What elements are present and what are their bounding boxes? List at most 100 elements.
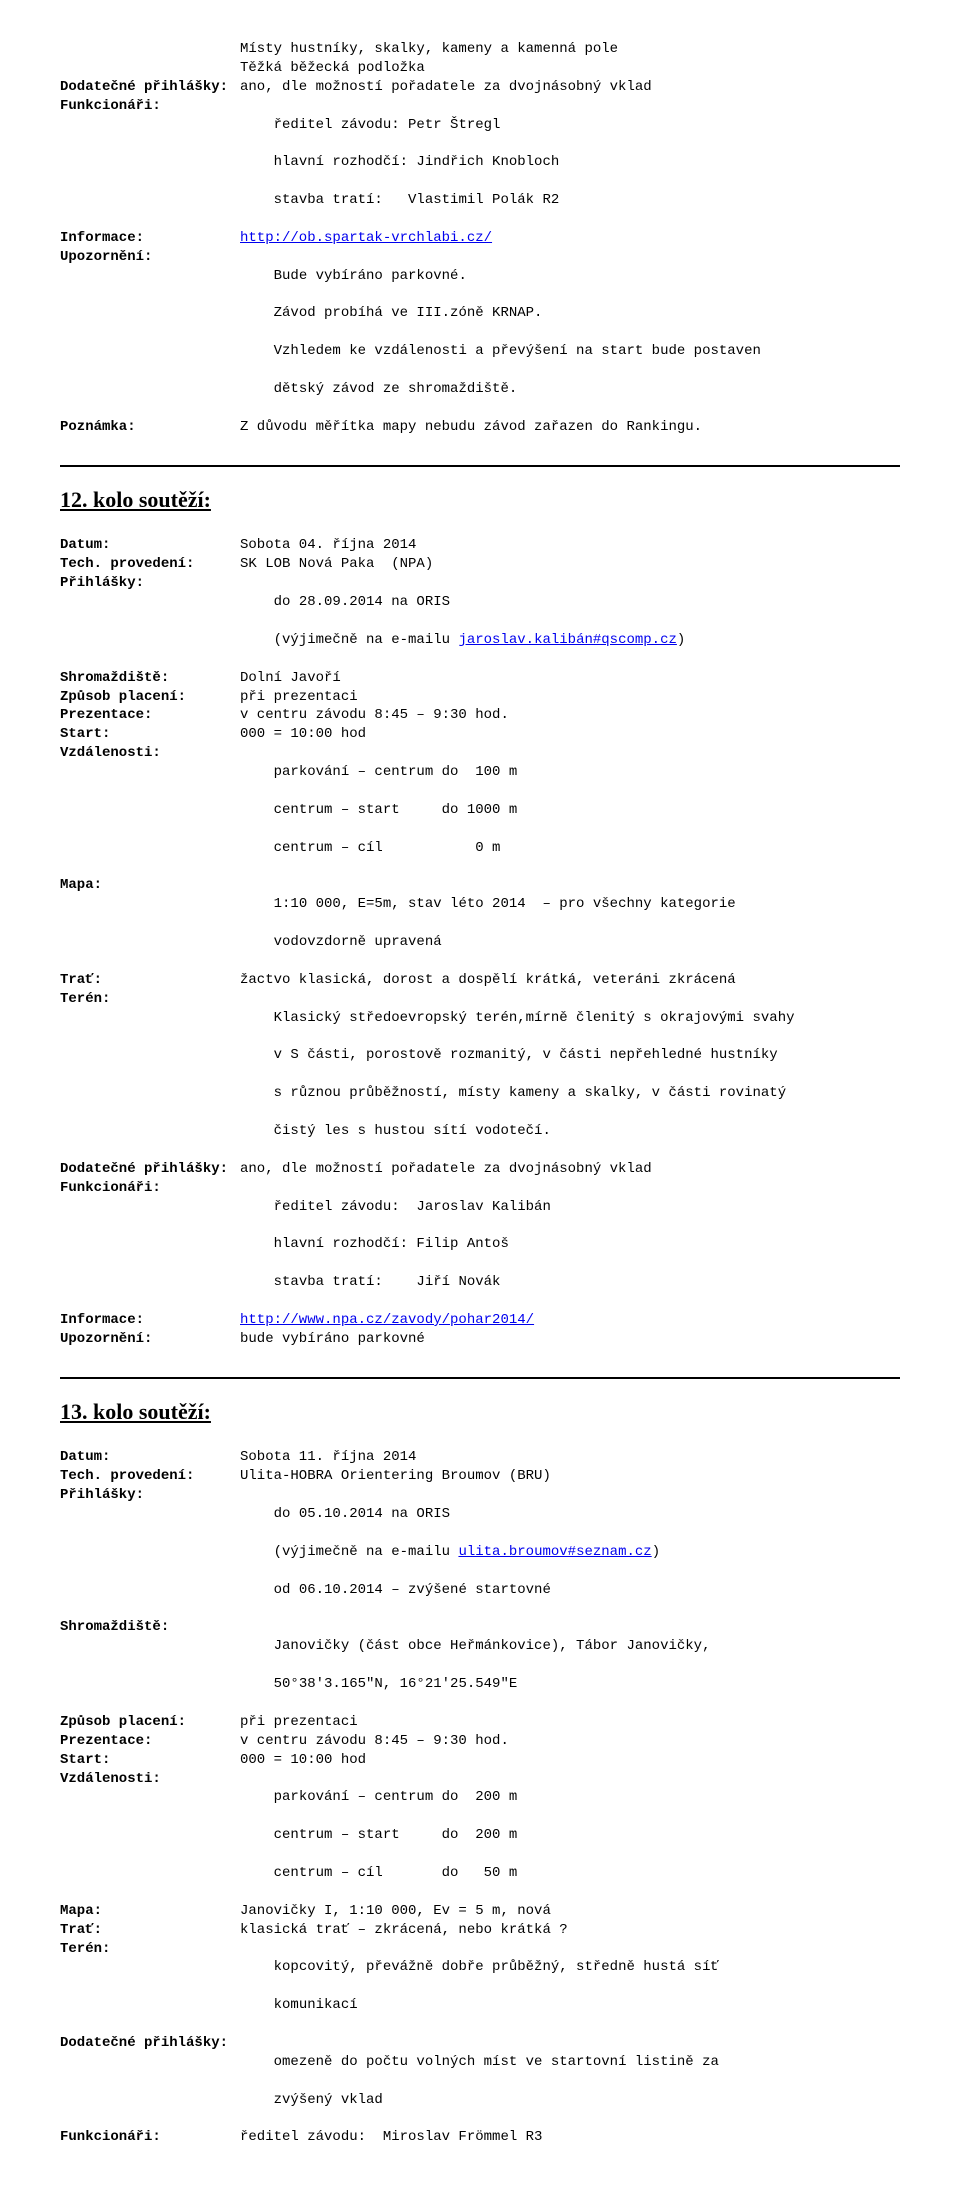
l1: do 05.10.2014 na ORIS xyxy=(274,1506,450,1522)
funk-l1: ředitel závodu: Petr Štregl xyxy=(274,117,501,133)
row-info: Informace: http://ob.spartak-vrchlabi.cz… xyxy=(60,229,900,248)
upoz-l2: Závod probíhá ve III.zóně KRNAP. xyxy=(274,305,543,321)
top-indent-1: Místy hustníky, skalky, kameny a kamenná… xyxy=(60,40,900,59)
val-upoz: Bude vybíráno parkovné. Závod probíhá ve… xyxy=(240,248,900,418)
row-dodat: Dodatečné přihlášky: ano, dle možností p… xyxy=(60,78,900,97)
l1: omezeně do počtu volných míst ve startov… xyxy=(274,2054,719,2070)
val-funk: ředitel závodu: Petr Štregl hlavní rozho… xyxy=(240,97,900,229)
prih-l2a: (výjimečně na e-mailu xyxy=(274,632,459,648)
s12-dodat: Dodatečné přihlášky: ano, dle možností p… xyxy=(60,1160,900,1179)
l2: zvýšený vklad xyxy=(274,2092,383,2108)
val-pozn: Z důvodu měřítka mapy nebudu závod zařaz… xyxy=(240,418,900,437)
s13-vzd: Vzdálenosti: parkování – centrum do 200 … xyxy=(60,1770,900,1902)
link-email-kaliban[interactable]: jaroslav.kalibán#qscomp.cz xyxy=(458,632,676,648)
upoz-l3: Vzhledem ke vzdálenosti a převýšení na s… xyxy=(274,343,761,359)
l2: hlavní rozhodčí: Filip Antoš xyxy=(274,1236,509,1252)
val: ředitel závodu: Miroslav Frömmel R3 xyxy=(240,2128,900,2147)
label-upoz: Upozornění: xyxy=(60,248,240,267)
val: při prezentaci xyxy=(240,688,900,707)
s13-start: Start: 000 = 10:00 hod xyxy=(60,1751,900,1770)
val: kopcovitý, převážně dobře průběžný, stře… xyxy=(240,1940,900,2034)
label: Dodatečné přihlášky: xyxy=(60,1160,240,1179)
s13-prih: Přihlášky: do 05.10.2014 na ORIS (výjime… xyxy=(60,1486,900,1618)
s12-trat: Trať: žactvo klasická, dorost a dospělí … xyxy=(60,971,900,990)
s12-mapa: Mapa: 1:10 000, E=5m, stav léto 2014 – p… xyxy=(60,876,900,970)
label: Vzdálenosti: xyxy=(60,1770,240,1789)
label-pozn: Poznámka: xyxy=(60,418,240,437)
val: do 05.10.2014 na ORIS (výjimečně na e-ma… xyxy=(240,1486,900,1618)
s12-vzd: Vzdálenosti: parkování – centrum do 100 … xyxy=(60,744,900,876)
label: Start: xyxy=(60,725,240,744)
s13-funk: Funkcionáři: ředitel závodu: Miroslav Fr… xyxy=(60,2128,900,2147)
val: bude vybíráno parkovné xyxy=(240,1330,900,1349)
s12-funk: Funkcionáři: ředitel závodu: Jaroslav Ka… xyxy=(60,1179,900,1311)
l1: Janovičky (část obce Heřmánkovice), Tábo… xyxy=(274,1638,711,1654)
s13-plat: Způsob placení: při prezentaci xyxy=(60,1713,900,1732)
label-info: Informace: xyxy=(60,229,240,248)
l1: 1:10 000, E=5m, stav léto 2014 – pro vše… xyxy=(274,896,736,912)
s12-teren: Terén: Klasický středoevropský terén,mír… xyxy=(60,990,900,1160)
link-spartak[interactable]: http://ob.spartak-vrchlabi.cz/ xyxy=(240,230,492,246)
heading-13: 13. kolo soutěží: xyxy=(60,1397,900,1427)
val: Janovičky I, 1:10 000, Ev = 5 m, nová xyxy=(240,1902,900,1921)
label: Shromaždiště: xyxy=(60,1618,240,1637)
val: parkování – centrum do 100 m centrum – s… xyxy=(240,744,900,876)
label: Funkcionáři: xyxy=(60,2128,240,2147)
label: Vzdálenosti: xyxy=(60,744,240,763)
val: ředitel závodu: Jaroslav Kalibán hlavní … xyxy=(240,1179,900,1311)
val: Dolní Javoří xyxy=(240,669,900,688)
label: Terén: xyxy=(60,1940,240,1959)
s12-upoz: Upozornění: bude vybíráno parkovné xyxy=(60,1330,900,1349)
label: Funkcionáři: xyxy=(60,1179,240,1198)
label: Tech. provedení: xyxy=(60,1467,240,1486)
s12-datum: Datum: Sobota 04. října 2014 xyxy=(60,536,900,555)
s12-tech: Tech. provedení: SK LOB Nová Paka (NPA) xyxy=(60,555,900,574)
prih-l1: do 28.09.2014 na ORIS xyxy=(274,594,450,610)
label: Tech. provedení: xyxy=(60,555,240,574)
val: v centru závodu 8:45 – 9:30 hod. xyxy=(240,706,900,725)
val: Janovičky (část obce Heřmánkovice), Tábo… xyxy=(240,1618,900,1712)
label: Prezentace: xyxy=(60,1732,240,1751)
s12-prih: Přihlášky: do 28.09.2014 na ORIS (výjime… xyxy=(60,574,900,668)
val: Klasický středoevropský terén,mírně člen… xyxy=(240,990,900,1160)
label: Shromaždiště: xyxy=(60,669,240,688)
link-npa[interactable]: http://www.npa.cz/zavody/pohar2014/ xyxy=(240,1312,534,1328)
val: 000 = 10:00 hod xyxy=(240,1751,900,1770)
val: parkování – centrum do 200 m centrum – s… xyxy=(240,1770,900,1902)
val: Sobota 04. října 2014 xyxy=(240,536,900,555)
separator-1 xyxy=(60,465,900,467)
s12-shrom: Shromaždiště: Dolní Javoří xyxy=(60,669,900,688)
val: Sobota 11. října 2014 xyxy=(240,1448,900,1467)
l3: stavba tratí: Jiří Novák xyxy=(274,1274,501,1290)
l2: vodovzdorně upravená xyxy=(274,934,442,950)
l1: ředitel závodu: Jaroslav Kalibán xyxy=(274,1199,551,1215)
l3: centrum – cíl do 50 m xyxy=(274,1865,518,1881)
l2: 50°38'3.165"N, 16°21'25.549"E xyxy=(274,1676,518,1692)
s13-shrom: Shromaždiště: Janovičky (část obce Heřmá… xyxy=(60,1618,900,1712)
label: Trať: xyxy=(60,971,240,990)
l2: komunikací xyxy=(274,1997,358,2013)
val: http://www.npa.cz/zavody/pohar2014/ xyxy=(240,1311,900,1330)
prih-l2b: ) xyxy=(677,632,685,648)
label-dodat: Dodatečné přihlášky: xyxy=(60,78,240,97)
val: žactvo klasická, dorost a dospělí krátká… xyxy=(240,971,900,990)
label: Upozornění: xyxy=(60,1330,240,1349)
label: Informace: xyxy=(60,1311,240,1330)
s12-start: Start: 000 = 10:00 hod xyxy=(60,725,900,744)
link-email-ulita[interactable]: ulita.broumov#seznam.cz xyxy=(458,1544,651,1560)
label: Datum: xyxy=(60,536,240,555)
val: 1:10 000, E=5m, stav léto 2014 – pro vše… xyxy=(240,876,900,970)
separator-2 xyxy=(60,1377,900,1379)
label: Start: xyxy=(60,1751,240,1770)
label: Prezentace: xyxy=(60,706,240,725)
label: Trať: xyxy=(60,1921,240,1940)
label: Terén: xyxy=(60,990,240,1009)
row-funk: Funkcionáři: ředitel závodu: Petr Štregl… xyxy=(60,97,900,229)
l2a: (výjimečně na e-mailu xyxy=(274,1544,459,1560)
val: v centru závodu 8:45 – 9:30 hod. xyxy=(240,1732,900,1751)
val: klasická trať – zkrácená, nebo krátká ? xyxy=(240,1921,900,1940)
row-pozn: Poznámka: Z důvodu měřítka mapy nebudu z… xyxy=(60,418,900,437)
s13-mapa: Mapa: Janovičky I, 1:10 000, Ev = 5 m, n… xyxy=(60,1902,900,1921)
s13-tech: Tech. provedení: Ulita-HOBRA Orientering… xyxy=(60,1467,900,1486)
val: SK LOB Nová Paka (NPA) xyxy=(240,555,900,574)
